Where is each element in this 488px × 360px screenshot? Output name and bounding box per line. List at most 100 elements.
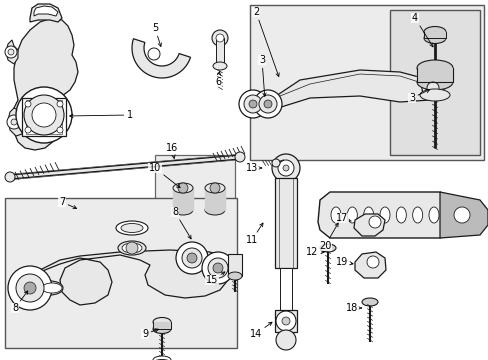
Ellipse shape — [118, 241, 146, 255]
Ellipse shape — [419, 89, 449, 101]
Ellipse shape — [346, 207, 357, 223]
Polygon shape — [204, 188, 224, 210]
Circle shape — [278, 160, 293, 176]
Bar — [22, 98, 66, 136]
Circle shape — [248, 100, 257, 108]
Polygon shape — [132, 39, 190, 78]
Circle shape — [148, 48, 160, 60]
Circle shape — [24, 282, 36, 294]
Ellipse shape — [412, 207, 422, 223]
Ellipse shape — [122, 243, 142, 253]
Text: 9: 9 — [142, 329, 158, 339]
Text: 17: 17 — [335, 213, 350, 223]
Circle shape — [25, 101, 31, 107]
Polygon shape — [439, 192, 487, 238]
Circle shape — [216, 34, 224, 42]
Circle shape — [235, 152, 244, 162]
Circle shape — [57, 101, 63, 107]
Ellipse shape — [173, 205, 193, 215]
Ellipse shape — [153, 324, 171, 333]
Circle shape — [24, 95, 64, 135]
Text: 6: 6 — [215, 72, 221, 87]
Circle shape — [202, 252, 234, 284]
Polygon shape — [8, 108, 24, 136]
Circle shape — [213, 263, 223, 273]
Circle shape — [271, 154, 299, 182]
Text: 8: 8 — [172, 207, 191, 239]
Text: 15: 15 — [205, 272, 224, 285]
Ellipse shape — [361, 298, 377, 306]
Circle shape — [212, 30, 227, 46]
Circle shape — [271, 159, 280, 167]
Circle shape — [32, 103, 56, 127]
Ellipse shape — [42, 283, 62, 293]
Ellipse shape — [423, 27, 445, 37]
Polygon shape — [354, 252, 385, 278]
Circle shape — [16, 274, 44, 302]
Ellipse shape — [276, 335, 294, 345]
Text: 12: 12 — [305, 247, 324, 257]
Circle shape — [426, 82, 438, 94]
Text: 3: 3 — [408, 90, 429, 103]
Text: 20: 20 — [318, 223, 338, 251]
Polygon shape — [353, 214, 384, 236]
Bar — [274, 178, 296, 268]
Bar — [5, 198, 237, 348]
Bar — [216, 38, 224, 66]
Bar — [155, 155, 235, 223]
Bar — [173, 188, 193, 210]
Polygon shape — [173, 188, 193, 210]
Bar — [389, 10, 479, 155]
Ellipse shape — [37, 281, 63, 295]
Circle shape — [282, 317, 289, 325]
Circle shape — [182, 248, 202, 268]
Ellipse shape — [423, 32, 445, 44]
Circle shape — [5, 46, 17, 58]
Polygon shape — [30, 4, 62, 22]
Circle shape — [366, 256, 378, 268]
Ellipse shape — [227, 272, 242, 280]
Circle shape — [283, 165, 288, 171]
Circle shape — [207, 258, 227, 278]
Text: 5: 5 — [152, 23, 161, 46]
Circle shape — [126, 242, 138, 254]
Polygon shape — [6, 40, 18, 64]
Circle shape — [8, 49, 14, 55]
Text: 11: 11 — [245, 223, 263, 245]
Circle shape — [8, 266, 52, 310]
Text: 19: 19 — [335, 257, 352, 267]
Bar — [227, 254, 242, 276]
Ellipse shape — [213, 62, 226, 70]
Polygon shape — [416, 68, 452, 82]
Ellipse shape — [379, 207, 389, 223]
Bar — [249, 5, 483, 160]
Text: 1: 1 — [70, 110, 133, 120]
Polygon shape — [269, 70, 439, 108]
Text: 7: 7 — [59, 197, 77, 209]
Ellipse shape — [173, 183, 193, 193]
Text: 4: 4 — [411, 13, 432, 47]
Circle shape — [209, 183, 220, 193]
Circle shape — [264, 100, 271, 108]
Circle shape — [16, 87, 72, 143]
Polygon shape — [423, 32, 445, 38]
Circle shape — [11, 119, 17, 125]
Ellipse shape — [428, 207, 438, 223]
Text: 14: 14 — [249, 322, 271, 339]
Circle shape — [178, 183, 187, 193]
Bar — [280, 268, 291, 310]
Ellipse shape — [204, 205, 224, 215]
Circle shape — [259, 95, 276, 113]
Text: 13: 13 — [245, 163, 261, 173]
Bar — [204, 188, 224, 210]
Polygon shape — [317, 192, 455, 238]
Ellipse shape — [319, 244, 335, 252]
Circle shape — [7, 115, 21, 129]
Text: 10: 10 — [148, 163, 180, 188]
Text: 18: 18 — [345, 303, 361, 313]
Polygon shape — [34, 6, 58, 16]
Ellipse shape — [153, 356, 171, 360]
Circle shape — [244, 95, 262, 113]
Circle shape — [176, 242, 207, 274]
Circle shape — [421, 77, 443, 99]
